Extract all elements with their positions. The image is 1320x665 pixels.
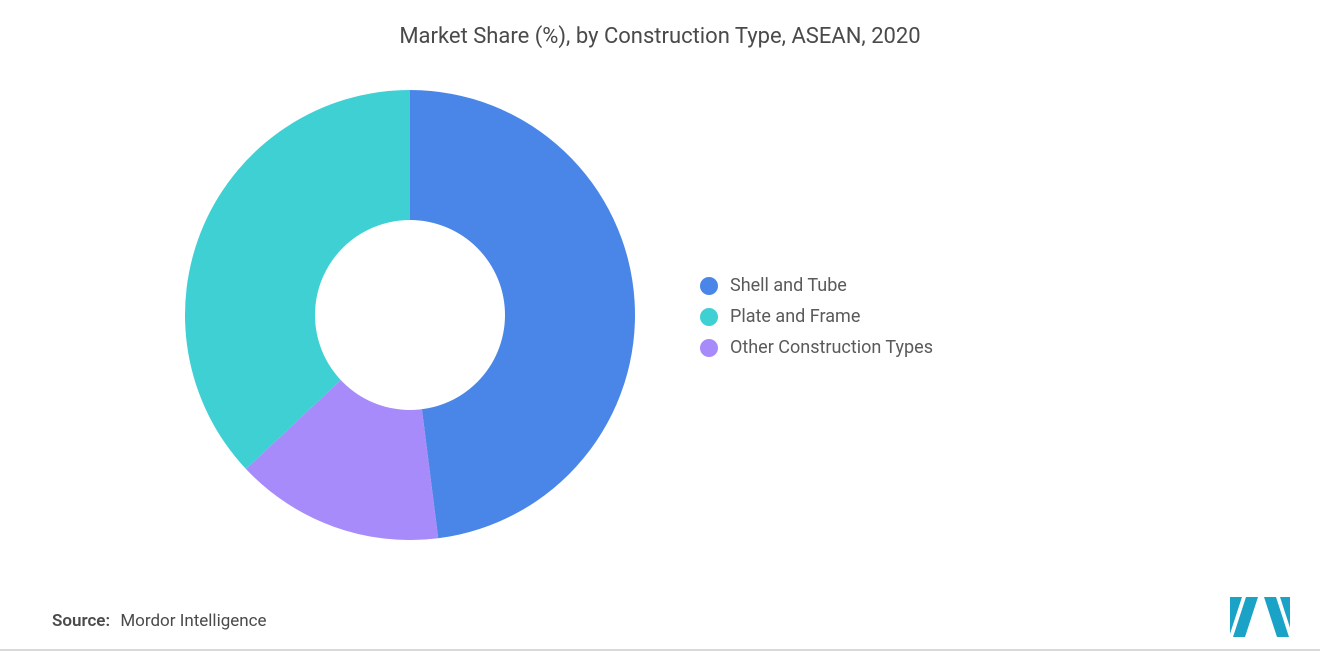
legend-item: Shell and Tube [700,275,933,296]
donut-chart [185,90,635,540]
mordor-intelligence-logo-icon [1230,597,1290,637]
legend-swatch-icon [700,277,718,295]
legend-label: Plate and Frame [730,306,860,327]
source-label: Source: [52,611,110,631]
legend-swatch-icon [700,339,718,357]
legend-swatch-icon [700,308,718,326]
donut-hole [315,220,505,410]
chart-legend: Shell and Tube Plate and Frame Other Const… [700,275,933,358]
legend-label: Other Construction Types [730,337,933,358]
source-text: Mordor Intelligence [120,611,266,631]
legend-item: Plate and Frame [700,306,933,327]
legend-label: Shell and Tube [730,275,847,296]
source-attribution: Source: Mordor Intelligence [52,611,267,631]
chart-title: Market Share (%), by Construction Type, … [0,24,1320,49]
footer-divider [0,649,1320,651]
legend-item: Other Construction Types [700,337,933,358]
